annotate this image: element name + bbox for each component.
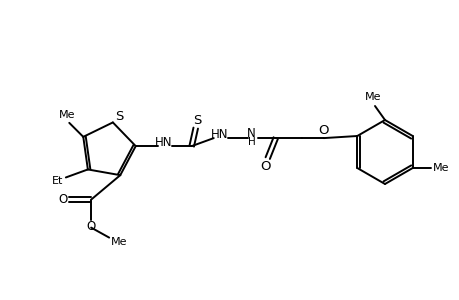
Text: S: S <box>193 114 202 127</box>
Text: O: O <box>260 160 270 172</box>
Text: O: O <box>58 193 67 206</box>
Text: Me: Me <box>364 92 381 102</box>
Text: Me: Me <box>431 163 448 173</box>
Text: O: O <box>86 220 95 233</box>
Text: Et: Et <box>52 176 63 187</box>
Text: H: H <box>247 137 255 147</box>
Text: S: S <box>114 110 123 123</box>
Text: HN: HN <box>155 136 172 148</box>
Text: O: O <box>318 124 328 136</box>
Text: Me: Me <box>111 237 127 247</box>
Text: HN: HN <box>211 128 228 141</box>
Text: N: N <box>247 127 256 140</box>
Text: Me: Me <box>59 110 75 120</box>
